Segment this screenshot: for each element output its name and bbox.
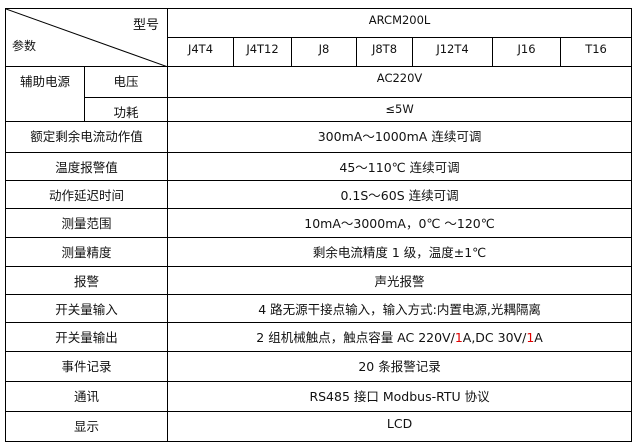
model-label: 型号 bbox=[132, 18, 159, 33]
variant-cell: J8 bbox=[291, 37, 357, 67]
variant-cell: J12T4 bbox=[412, 37, 493, 67]
variant-cell: J4T12 bbox=[233, 37, 292, 67]
row-value: 2 组机械触点，触点容量 AC 220V/1A,DC 30V/1A bbox=[166, 322, 633, 352]
value-text: A,DC 30V/ bbox=[462, 330, 527, 345]
row-label: 报警 bbox=[5, 266, 168, 295]
value-text: A bbox=[534, 330, 543, 345]
highlight-text: 1 bbox=[454, 330, 463, 345]
row-label: 测量精度 bbox=[5, 237, 168, 267]
highlight-text: 1 bbox=[526, 330, 535, 345]
row-label: 开关量输出 bbox=[5, 322, 168, 352]
variant-cell: T16 bbox=[559, 37, 633, 67]
voltage-value: AC220V bbox=[166, 66, 633, 98]
row-label: 额定剩余电流动作值 bbox=[5, 121, 168, 153]
aux-power-label: 辅助电源 bbox=[5, 66, 85, 122]
row-label: 通讯 bbox=[5, 381, 168, 412]
diagonal-header-cell: 型号 参数 bbox=[5, 8, 168, 67]
row-value: 45～110℃ 连续可调 bbox=[166, 152, 633, 181]
power-label: 功耗 bbox=[84, 97, 168, 122]
power-value: ≤5W bbox=[166, 97, 633, 122]
row-value: 4 路无源干接点输入，输入方式:内置电源,光耦隔离 bbox=[166, 294, 633, 323]
param-label: 参数 bbox=[12, 39, 37, 53]
row-label: 测量范围 bbox=[5, 208, 168, 238]
row-value: LCD bbox=[166, 411, 633, 442]
value-text: 2 组机械触点，触点容量 AC 220V/ bbox=[256, 330, 455, 345]
diagonal-line bbox=[6, 9, 166, 66]
model-name: ARCM200L bbox=[166, 8, 633, 38]
spec-table: 型号 参数 ARCM200L J4T4 J4T12 J8 J8T8 J12T4 … bbox=[5, 8, 633, 442]
row-label: 显示 bbox=[5, 411, 168, 442]
row-value: RS485 接口 Modbus-RTU 协议 bbox=[166, 381, 633, 412]
row-value: 剩余电流精度 1 级，温度±1℃ bbox=[166, 237, 633, 267]
row-label: 动作延迟时间 bbox=[5, 180, 168, 209]
variant-cell: J8T8 bbox=[356, 37, 413, 67]
row-value: 300mA～1000mA 连续可调 bbox=[166, 121, 633, 153]
row-label: 开关量输入 bbox=[5, 294, 168, 323]
row-value: 10mA～3000mA，0℃ ～120℃ bbox=[166, 208, 633, 238]
voltage-label: 电压 bbox=[84, 66, 168, 98]
row-value: 20 条报警记录 bbox=[166, 351, 633, 382]
row-value: 声光报警 bbox=[166, 266, 633, 295]
variant-cell: J16 bbox=[492, 37, 561, 67]
row-label: 温度报警值 bbox=[5, 152, 168, 181]
row-label: 事件记录 bbox=[5, 351, 168, 382]
row-value: 0.1S～60S 连续可调 bbox=[166, 180, 633, 209]
variant-cell: J4T4 bbox=[167, 37, 234, 67]
